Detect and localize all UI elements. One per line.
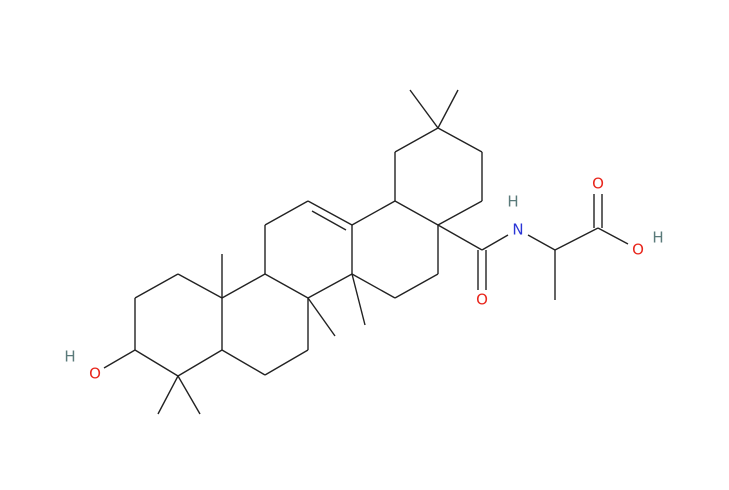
bonds: [103, 89, 629, 415]
atom-label: H: [64, 348, 75, 366]
atom-label: O: [476, 291, 488, 309]
atom-label: O: [592, 175, 604, 193]
atom-label: H: [507, 193, 518, 211]
atom-label: N: [512, 221, 523, 239]
atom-label: O: [632, 241, 644, 259]
atom-label: H: [652, 229, 663, 247]
atom-label: O: [89, 365, 101, 383]
